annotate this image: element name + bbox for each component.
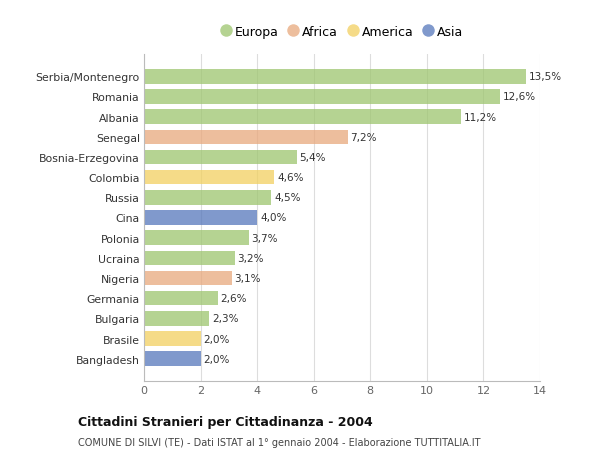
Bar bbox=[144, 110, 461, 125]
Text: 11,2%: 11,2% bbox=[464, 112, 497, 123]
Bar bbox=[144, 291, 218, 306]
Text: Cittadini Stranieri per Cittadinanza - 2004: Cittadini Stranieri per Cittadinanza - 2… bbox=[78, 415, 373, 428]
Text: 2,0%: 2,0% bbox=[203, 354, 230, 364]
Bar bbox=[144, 352, 200, 366]
Bar bbox=[144, 130, 347, 145]
Text: 3,7%: 3,7% bbox=[251, 233, 278, 243]
Text: 2,6%: 2,6% bbox=[220, 294, 247, 303]
Bar bbox=[144, 90, 500, 105]
Text: 2,3%: 2,3% bbox=[212, 313, 238, 324]
Bar bbox=[144, 151, 297, 165]
Bar bbox=[144, 190, 271, 205]
Bar bbox=[144, 70, 526, 84]
Bar bbox=[144, 251, 235, 265]
Text: 3,2%: 3,2% bbox=[238, 253, 264, 263]
Text: COMUNE DI SILVI (TE) - Dati ISTAT al 1° gennaio 2004 - Elaborazione TUTTITALIA.I: COMUNE DI SILVI (TE) - Dati ISTAT al 1° … bbox=[78, 437, 481, 447]
Bar bbox=[144, 331, 200, 346]
Text: 3,1%: 3,1% bbox=[235, 274, 261, 283]
Bar bbox=[144, 211, 257, 225]
Text: 4,6%: 4,6% bbox=[277, 173, 304, 183]
Bar bbox=[144, 311, 209, 326]
Text: 12,6%: 12,6% bbox=[503, 92, 536, 102]
Text: 5,4%: 5,4% bbox=[299, 153, 326, 162]
Text: 4,0%: 4,0% bbox=[260, 213, 286, 223]
Legend: Europa, Africa, America, Asia: Europa, Africa, America, Asia bbox=[218, 24, 466, 42]
Bar bbox=[144, 271, 232, 285]
Text: 2,0%: 2,0% bbox=[203, 334, 230, 344]
Bar bbox=[144, 231, 248, 246]
Text: 13,5%: 13,5% bbox=[529, 72, 562, 82]
Text: 4,5%: 4,5% bbox=[274, 193, 301, 203]
Text: 7,2%: 7,2% bbox=[350, 133, 377, 142]
Bar bbox=[144, 171, 274, 185]
